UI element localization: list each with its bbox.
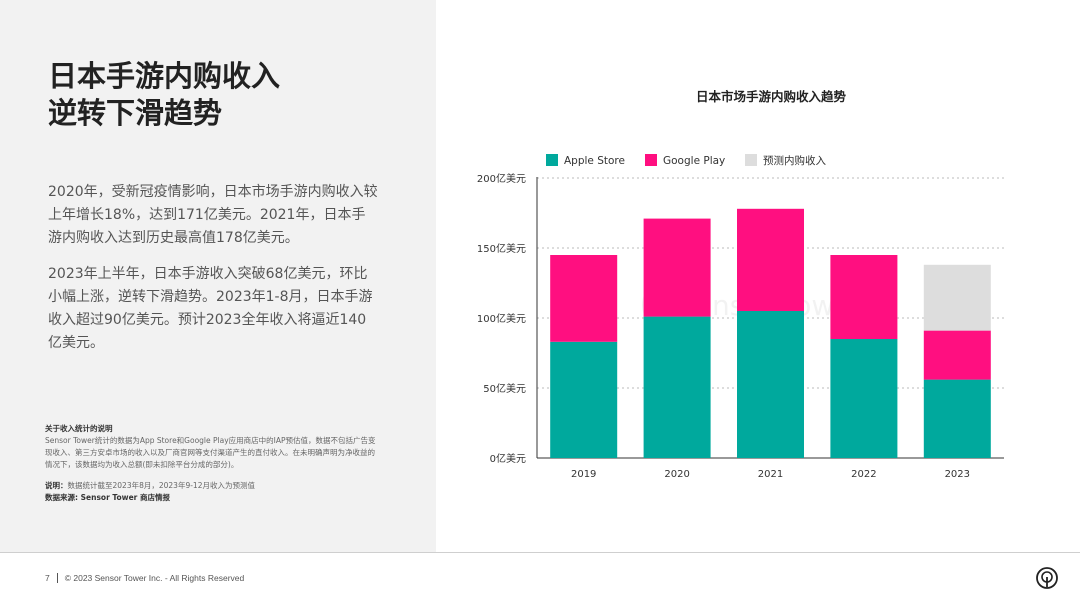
legend-swatch — [745, 154, 757, 166]
chart-title: 日本市场手游内购收入趋势 — [695, 89, 846, 104]
legend-label: Google Play — [663, 155, 725, 167]
y-tick-label: 50亿美元 — [483, 382, 526, 395]
bar-google-2020 — [643, 218, 711, 317]
bar-apple-2021 — [737, 311, 804, 458]
notes-explain-label: 说明： — [45, 481, 68, 490]
page-title: 日本手游内购收入 逆转下滑趋势 — [48, 58, 280, 132]
legend-swatch — [645, 154, 657, 166]
left-panel — [0, 0, 436, 552]
footer-separator — [56, 573, 58, 583]
x-tick-label: 2022 — [851, 469, 876, 480]
y-tick-label: 200亿美元 — [477, 172, 526, 185]
notes-body: Sensor Tower统计的数据为App Store和Google Play应… — [45, 436, 376, 469]
y-tick-label: 150亿美元 — [477, 242, 526, 255]
title-line-2: 逆转下滑趋势 — [48, 96, 223, 130]
footer: 7 © 2023 Sensor Tower Inc. - All Rights … — [45, 573, 244, 583]
x-tick-label: 2023 — [945, 469, 970, 480]
bar-google-2021 — [737, 208, 804, 311]
bar-apple-2020 — [643, 316, 711, 458]
title-line-1: 日本手游内购收入 — [48, 59, 281, 93]
bar-google-2023 — [923, 330, 991, 380]
bar-forecast-2023 — [923, 264, 991, 331]
notes-explain: 说明：数据统计截至2023年8月，2023年9-12月收入为预测值 — [45, 480, 380, 492]
y-tick-label: 100亿美元 — [477, 312, 526, 325]
bar-apple-2023 — [923, 379, 991, 458]
copyright: © 2023 Sensor Tower Inc. - All Rights Re… — [64, 573, 245, 583]
bar-apple-2022 — [830, 339, 898, 458]
notes-source: 数据来源: Sensor Tower 商店情报 — [45, 492, 380, 504]
paragraph-1: 2020年，受新冠疫情影响，日本市场手游内购收入较上年增长18%，达到171亿美… — [48, 184, 378, 246]
revenue-notes: 关于收入统计的说明 Sensor Tower统计的数据为App Store和Go… — [45, 423, 380, 504]
notes-source-label: 数据来源: — [45, 493, 81, 502]
x-tick-label: 2020 — [664, 469, 689, 480]
legend-swatch — [546, 154, 558, 166]
bar-google-2022 — [830, 255, 898, 339]
legend-label: 预测内购收入 — [763, 154, 826, 167]
revenue-chart: Sensor Tower0亿美元50亿美元100亿美元150亿美元200亿美元2… — [477, 154, 1004, 480]
page-number: 7 — [45, 573, 50, 583]
legend-label: Apple Store — [564, 155, 625, 167]
paragraph-2: 2023年上半年，日本手游收入突破68亿美元，环比小幅上涨，逆转下滑趋势。202… — [48, 266, 373, 351]
footer-divider — [0, 552, 1080, 553]
bar-apple-2019 — [550, 341, 618, 458]
sensor-tower-logo-icon — [1036, 567, 1058, 589]
x-tick-label: 2019 — [571, 469, 596, 480]
notes-explain-text: 数据统计截至2023年8月，2023年9-12月收入为预测值 — [67, 481, 255, 490]
x-tick-label: 2021 — [758, 469, 783, 480]
y-tick-label: 0亿美元 — [490, 452, 526, 465]
bar-google-2019 — [550, 255, 618, 342]
notes-heading: 关于收入统计的说明 — [45, 424, 113, 433]
notes-source-text: Sensor Tower 商店情报 — [80, 493, 170, 502]
